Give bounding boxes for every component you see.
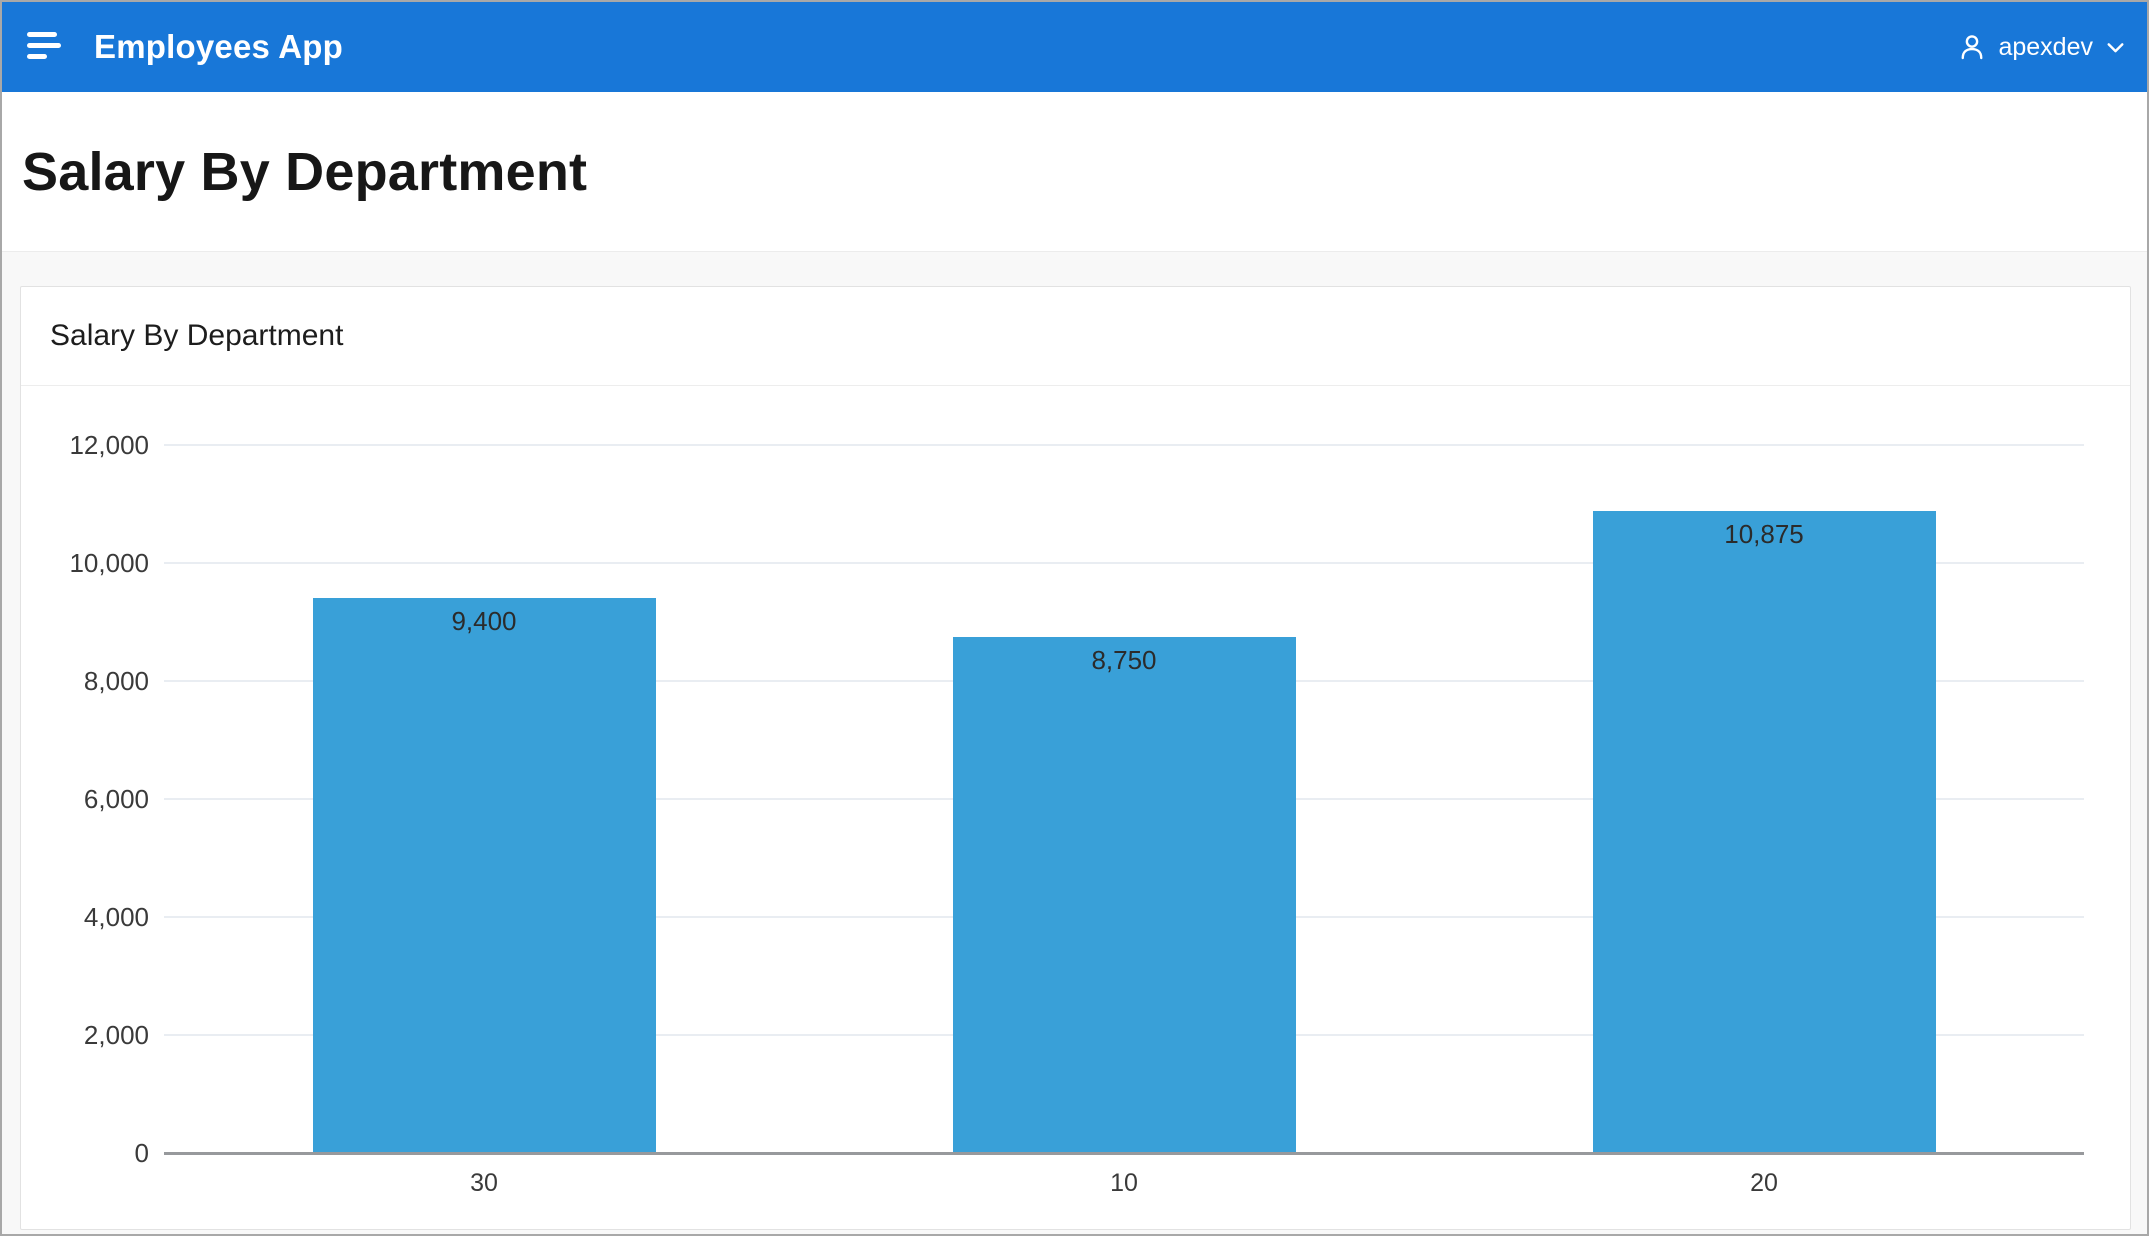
bar-dept-20[interactable]: 10,875 [1592,511,1936,1153]
page-body: Salary By Department 0 2,000 4,000 6,000 8,0… [2,252,2147,1234]
hamburger-menu-button[interactable] [22,25,66,69]
x-axis-category-label: 30 [470,1169,498,1197]
bar-value-label: 10,875 [1724,519,1804,550]
page-title-section: Salary By Department [2,92,2147,252]
y-axis-tick-label: 2,000 [83,1020,149,1050]
y-axis-tick-label: 10,000 [69,548,149,578]
y-axis-tick-label: 0 [134,1138,149,1168]
chevron-down-icon [2104,36,2127,59]
chart-region-card: Salary By Department 0 2,000 4,000 6,000 8,0… [20,286,2131,1230]
app-header: Employees App apexdev [2,2,2147,92]
chart-region-title: Salary By Department [50,319,344,352]
gridline [164,562,2084,564]
x-axis-category-label: 10 [1110,1169,1138,1197]
y-axis-tick-label: 8,000 [83,666,149,696]
user-name-label: apexdev [1998,32,2093,61]
x-axis-line [164,1151,2084,1155]
bar-dept-30[interactable]: 9,400 [312,598,656,1153]
user-menu-button[interactable]: apexdev [1957,32,2127,62]
chart-region-header: Salary By Department [21,287,2130,386]
bar-value-label: 9,400 [451,606,517,637]
page-title: Salary By Department [22,141,588,202]
hamburger-menu-icon [27,32,61,62]
y-axis-tick-label: 6,000 [83,784,149,814]
y-axis-tick-label: 12,000 [69,430,149,460]
person-icon [1957,32,1987,62]
x-axis-category-label: 20 [1750,1169,1778,1197]
bar-dept-10[interactable]: 8,750 [952,636,1296,1153]
app-title-link[interactable]: Employees App [94,28,343,65]
gridline [164,444,2084,446]
y-axis-tick-label: 4,000 [83,902,149,932]
chart-canvas: 0 2,000 4,000 6,000 8,000 10,000 12,000 9,400 30… [21,386,2130,1228]
bar-value-label: 8,750 [1091,644,1157,675]
